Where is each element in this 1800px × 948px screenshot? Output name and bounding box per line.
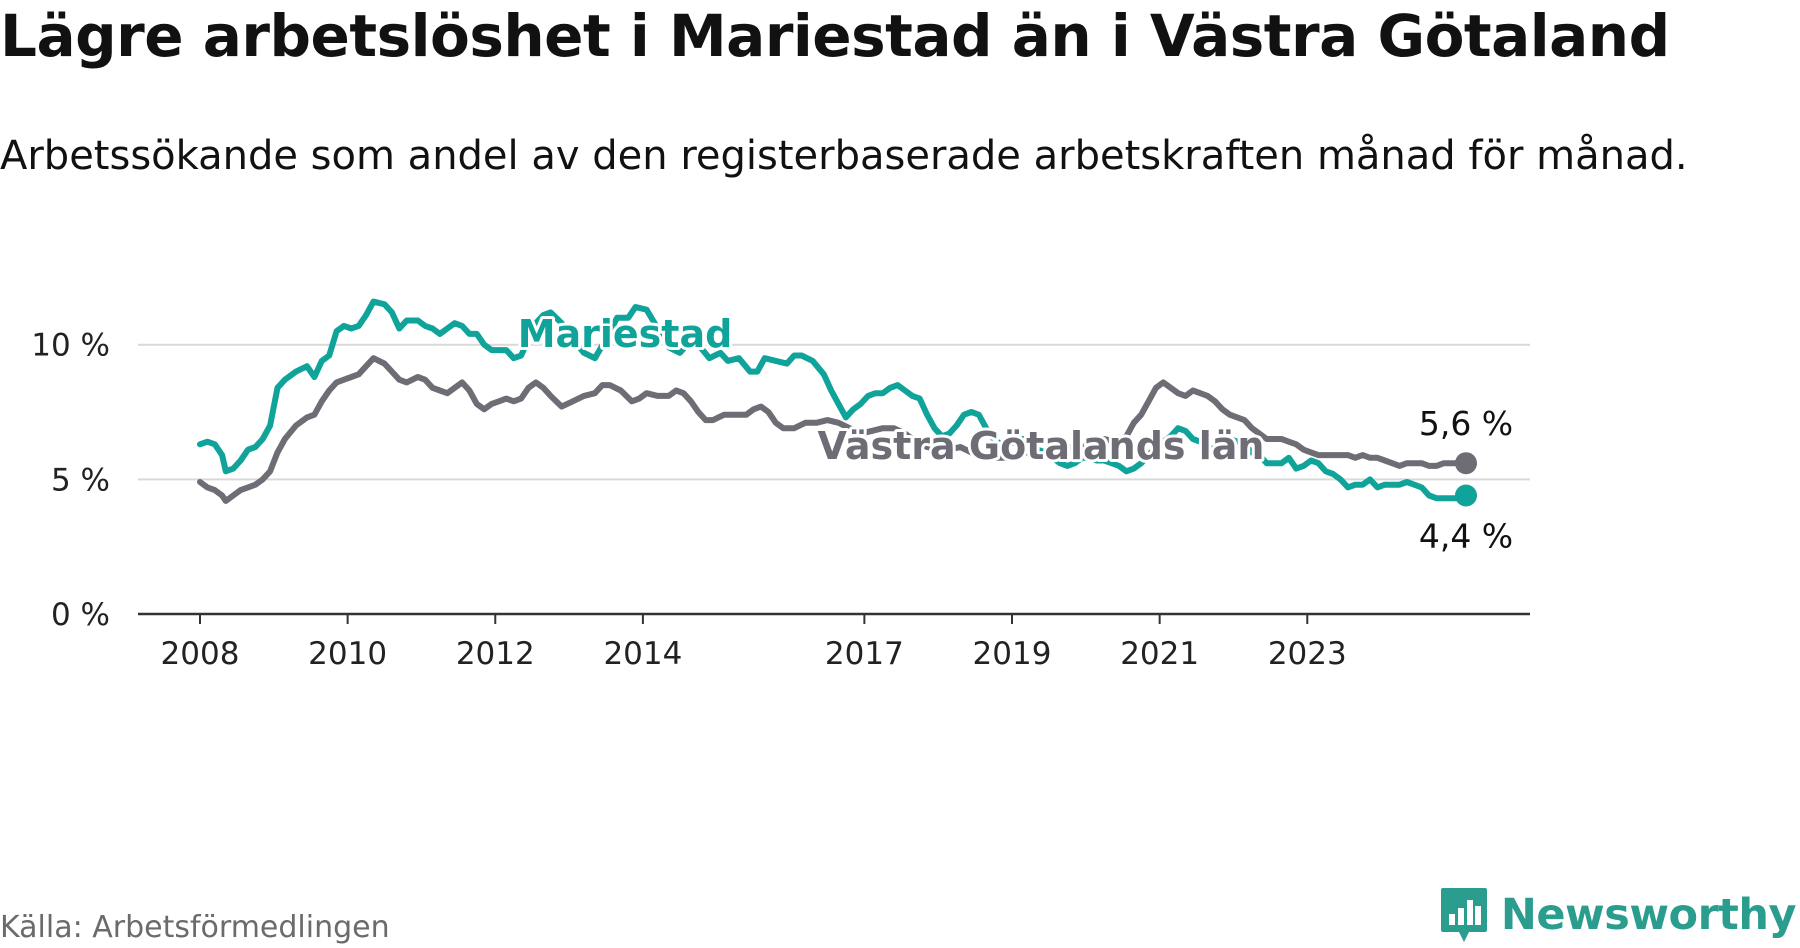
brand[interactable]: Newsworthy (1439, 886, 1797, 944)
x-tick-label: 2008 (161, 636, 240, 672)
vastra-gotaland-series-label: Västra Götalands län (818, 424, 1265, 468)
x-tick-label: 2014 (603, 636, 682, 672)
brand-name: Newsworthy (1500, 890, 1797, 940)
vastra-gotaland-line (197, 355, 1469, 504)
x-tick-label: 2023 (1268, 636, 1347, 672)
source-note: Källa: Arbetsförmedlingen (0, 910, 390, 945)
grid-lines (138, 343, 1530, 481)
x-tick-label: 2012 (456, 636, 535, 672)
y-tick-label: 0 % (51, 597, 110, 633)
vastra-gotaland-end-point (1455, 452, 1477, 475)
x-tick-label: 2017 (825, 636, 904, 672)
mariestad-series-label: Mariestad (518, 312, 733, 356)
mariestad-line (197, 298, 1469, 502)
x-tick-label: 2019 (973, 636, 1052, 672)
series-lines (197, 298, 1477, 507)
mariestad-end-label: 4,4 % (1419, 517, 1513, 556)
x-tick-label: 2021 (1120, 636, 1199, 672)
y-tick-label: 10 % (31, 328, 110, 364)
axes: 0 % 5 % 10 % 2008 2010 2012 2014 2017 2019 2021 20… (31, 328, 1530, 672)
chart-subtitle: Arbetssökande som andel av den registerb… (0, 133, 1688, 179)
newsworthy-logo-icon (1440, 888, 1487, 942)
x-tick-label: 2010 (308, 636, 387, 672)
mariestad-end-point (1455, 484, 1477, 507)
y-tick-label: 5 % (51, 462, 110, 498)
vastra-gotaland-end-label: 5,6 % (1419, 404, 1513, 443)
series-labels: 5,6 % 4,4 % Mariestad Västra Götalands län (515, 309, 1513, 556)
chart-title: Lägre arbetslöshet i Mariestad än i Väst… (0, 2, 1670, 70)
